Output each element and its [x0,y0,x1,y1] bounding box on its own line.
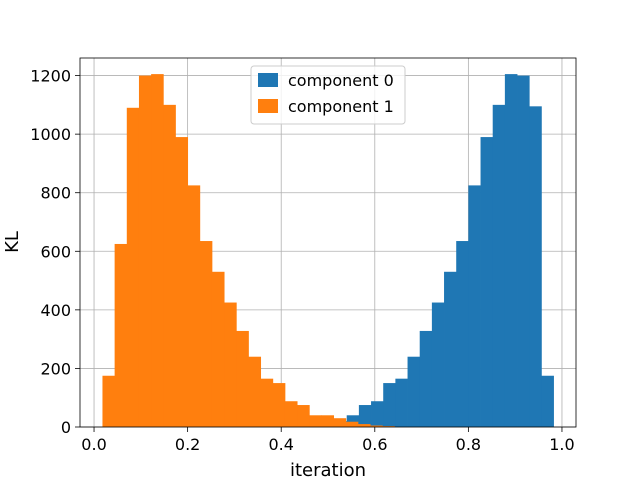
y-axis-label: KL [2,231,23,253]
histogram-bar-component-1 [163,104,176,427]
histogram-bar-component-1 [138,75,152,428]
legend-frame [250,65,406,125]
histogram-bar-component-0 [541,375,554,427]
histogram-bar-component-1 [224,302,237,427]
x-tick-label: 1.0 [549,435,574,454]
histogram-bar-component-0 [529,106,542,428]
legend-label-component-0: component 0 [288,71,394,90]
y-tick-label: 400 [40,301,71,320]
histogram-bar-component-1 [211,271,225,427]
histogram-bar-component-1 [382,426,395,427]
y-axis-ticks: 0 200 400 600 800 1000 1200 [30,67,80,437]
histogram-bar-component-0 [383,383,396,427]
histogram-bar-component-1 [114,243,128,427]
histogram-bar-component-1 [297,405,310,427]
histogram-bar-component-1 [284,401,298,427]
y-tick-label: 200 [40,359,71,378]
histogram-bar-component-1 [321,415,335,427]
bars [102,74,554,428]
y-tick-label: 600 [40,242,71,261]
histogram-bar-component-0 [444,271,457,427]
plot-frame [79,57,577,428]
histogram-bar-component-1 [345,421,359,427]
histogram-bar-component-0 [517,75,530,428]
histogram-bar-component-1 [260,378,274,427]
histogram-bar-component-1 [199,241,213,427]
histogram-bar-component-1 [236,330,249,427]
histogram-bar-component-0 [358,405,372,427]
histogram-bar-component-1 [272,383,286,427]
x-tick-label: 0.0 [81,435,106,454]
histogram-bar-component-0 [492,104,506,427]
histogram-bar-component-1 [175,137,189,428]
x-tick-label: 0.2 [175,435,200,454]
histogram-bar-component-1 [248,356,262,427]
histogram-bar-component-1 [187,185,201,427]
histogram-bar-component-0 [504,74,518,427]
histogram-bar-component-1 [357,424,371,427]
y-tick-label: 1200 [30,67,71,86]
legend-swatch-component-1 [258,99,278,113]
histogram-bar-component-1 [151,74,164,427]
x-tick-label: 0.4 [268,435,293,454]
histogram-bar-component-1 [309,415,322,427]
y-tick-label: 1000 [30,125,71,144]
histogram-bar-component-0 [346,415,360,427]
histogram-bar-component-0 [456,241,469,427]
legend-swatch-component-0 [258,73,278,87]
x-tick-label: 0.8 [456,435,481,454]
histogram-bar-component-1 [333,418,347,427]
histogram-bar-component-0 [395,378,408,427]
histogram-bar-component-0 [407,356,421,427]
histogram-bar-component-1 [126,107,140,428]
y-tick-label: 800 [40,184,71,203]
x-axis-ticks: 0.0 0.2 0.4 0.6 0.8 1.0 [81,427,575,454]
histogram-bar-component-0 [431,302,445,427]
x-axis-label: iteration [290,460,366,480]
histogram-bar-component-1 [370,425,383,427]
histogram-bar-component-0 [371,401,384,427]
histogram-bar-component-0 [480,137,494,428]
y-tick-label: 0 [61,418,71,437]
x-tick-label: 0.6 [362,435,387,454]
legend: component 0 component 1 [250,65,406,125]
legend-label-component-1: component 1 [288,97,394,116]
histogram-bar-component-0 [468,185,481,427]
histogram-bar-component-0 [419,330,433,427]
histogram-bar-component-1 [102,375,116,427]
